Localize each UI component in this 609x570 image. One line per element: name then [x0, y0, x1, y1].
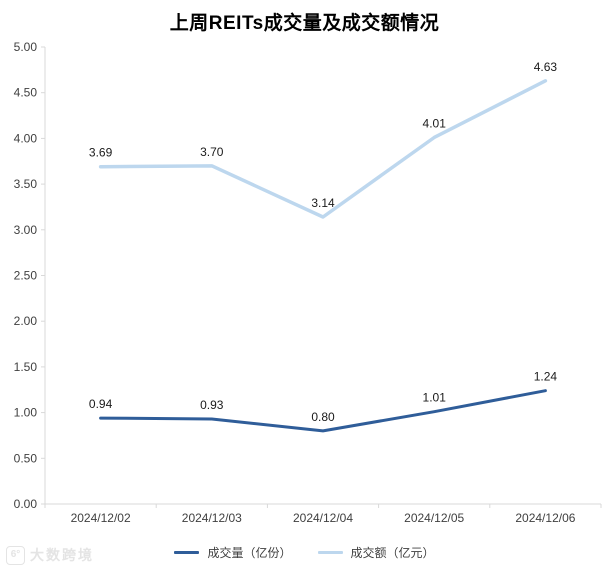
svg-text:1.00: 1.00: [14, 406, 38, 420]
axes: [44, 47, 601, 505]
series-0-data-labels: 0.94 0.93 0.80 1.01 1.24: [89, 370, 557, 424]
series-0-line: [99, 389, 547, 433]
svg-text:2024/12/03: 2024/12/03: [182, 511, 242, 525]
legend-label-turnover: 成交额（亿元）: [350, 546, 435, 560]
svg-text:3.50: 3.50: [14, 177, 38, 191]
svg-text:0.80: 0.80: [311, 410, 335, 424]
svg-text:4.63: 4.63: [534, 60, 558, 74]
x-axis: 2024/12/02 2024/12/03 2024/12/04 2024/12/05…: [44, 504, 602, 525]
svg-text:0.00: 0.00: [14, 497, 38, 511]
legend-label-volume: 成交量（亿份）: [207, 546, 292, 560]
svg-text:0.94: 0.94: [89, 397, 113, 411]
svg-text:3.69: 3.69: [89, 146, 113, 160]
svg-text:2.00: 2.00: [14, 314, 38, 328]
svg-text:5.00: 5.00: [14, 40, 38, 54]
y-axis: 0.00 0.50 1.00 1.50 2.00 2.50 3.00 3.50 4.00 4.50…: [14, 40, 45, 511]
svg-text:3.14: 3.14: [311, 196, 335, 210]
watermark-text: 大数跨境: [30, 547, 94, 563]
svg-text:0.50: 0.50: [14, 451, 38, 465]
turnover-line-swatch-icon: [317, 550, 343, 555]
svg-text:4.01: 4.01: [423, 116, 447, 130]
svg-text:2024/12/05: 2024/12/05: [404, 511, 464, 525]
svg-text:4.00: 4.00: [14, 131, 38, 145]
chart-title: 上周REITs成交量及成交额情况: [169, 13, 440, 34]
svg-text:0.93: 0.93: [200, 398, 224, 412]
svg-text:2024/12/06: 2024/12/06: [515, 511, 575, 525]
chart-legend: 成交量（亿份） 成交额（亿元）: [0, 544, 609, 561]
svg-text:2024/12/04: 2024/12/04: [293, 511, 353, 525]
volume-line-swatch-icon: [174, 550, 200, 555]
svg-text:3.00: 3.00: [14, 223, 38, 237]
svg-text:4.50: 4.50: [14, 86, 38, 100]
series-1-data-labels: 3.69 3.70 3.14 4.01 4.63: [89, 60, 557, 210]
svg-text:1.24: 1.24: [534, 370, 558, 384]
svg-text:2024/12/02: 2024/12/02: [71, 511, 131, 525]
svg-text:2.50: 2.50: [14, 269, 38, 283]
watermark: 6° 大数跨境: [6, 545, 94, 565]
legend-item-turnover: 成交额（亿元）: [317, 544, 435, 561]
svg-text:3.70: 3.70: [200, 145, 224, 159]
series-1-line: [98, 79, 548, 219]
svg-text:1.01: 1.01: [423, 391, 447, 405]
legend-item-volume: 成交量（亿份）: [174, 544, 292, 561]
bigdata-logo-icon: 6°: [6, 545, 25, 565]
svg-text:1.50: 1.50: [14, 360, 38, 374]
